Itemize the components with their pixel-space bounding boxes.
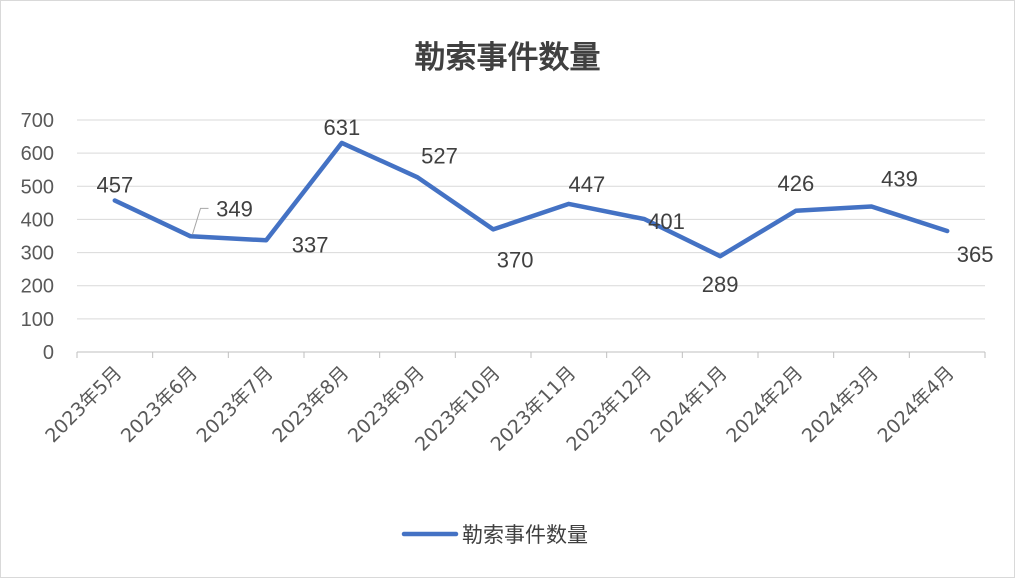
x-tick-label: 2023年6月: [117, 362, 202, 447]
data-label: 457: [96, 173, 133, 198]
y-tick-label: 200: [21, 276, 54, 298]
x-tick-label: 2023年5月: [41, 362, 126, 447]
leader-line: [192, 207, 209, 235]
chart-title: 勒索事件数量: [414, 40, 601, 76]
y-tick-label: 500: [21, 176, 54, 198]
series-line: [112, 140, 950, 259]
x-tick-label: 2024年4月: [874, 362, 959, 447]
data-labels: 457 349 337 631 527 370 447 401 289 426 439 365: [96, 115, 993, 297]
x-tick-label: 2024年3月: [798, 362, 883, 447]
x-tick-label: 2023年8月: [268, 362, 353, 447]
x-axis: [76, 351, 986, 358]
gridlines: [77, 119, 985, 320]
x-axis-tick-labels: 2023年5月2023年6月2023年7月2023年8月2023年9月2023年…: [41, 362, 959, 456]
data-label: 401: [648, 209, 685, 234]
y-tick-label: 300: [21, 243, 54, 265]
y-tick-label: 400: [21, 209, 54, 231]
y-axis-tick-labels: 0 100 200 300 400 500 600 700: [21, 110, 54, 364]
y-tick-label: 0: [43, 342, 54, 364]
y-tick-label: 700: [21, 110, 54, 132]
x-tick-label: 2023年7月: [193, 362, 278, 447]
x-tick-label: 2024年1月: [647, 362, 732, 447]
data-label: 370: [497, 247, 534, 272]
data-label: 527: [421, 143, 458, 168]
legend: 勒索事件数量: [401, 523, 588, 547]
series-lines: [112, 140, 950, 259]
data-label: 631: [323, 115, 360, 140]
y-tick-label: 100: [21, 309, 54, 331]
y-tick-label: 600: [21, 143, 54, 165]
data-label: 447: [568, 172, 605, 197]
data-label: 337: [292, 232, 329, 257]
data-label: 426: [777, 171, 814, 196]
data-label: 349: [216, 196, 253, 221]
legend-label: 勒索事件数量: [462, 523, 588, 547]
x-tick-label: 2024年2月: [722, 362, 807, 447]
data-label: 365: [957, 242, 994, 267]
data-label: 289: [702, 272, 739, 297]
data-label: 439: [881, 167, 918, 192]
